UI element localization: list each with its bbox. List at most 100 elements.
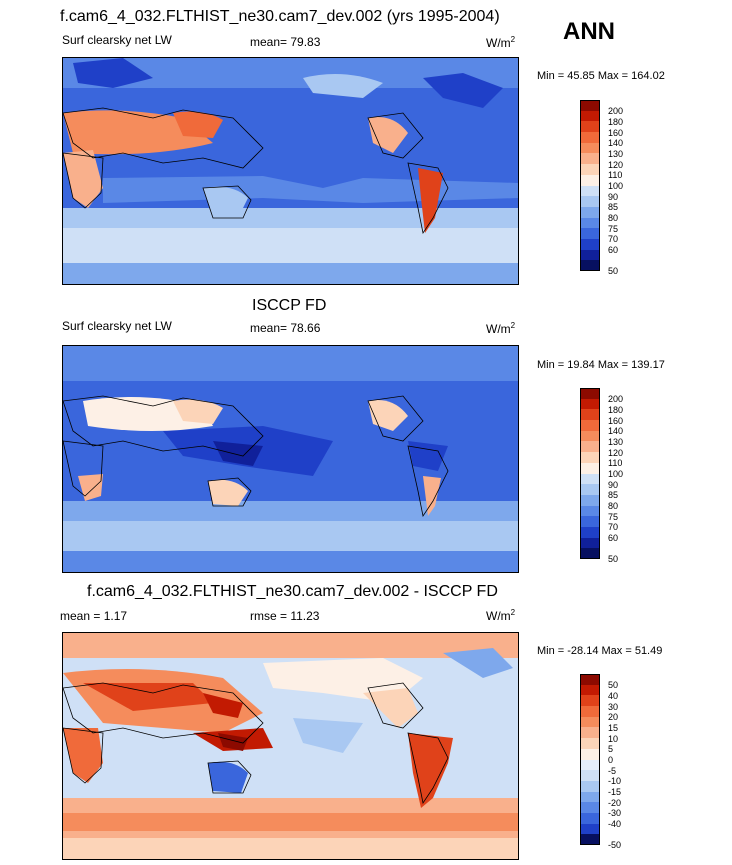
panel3-map	[62, 632, 519, 860]
colorbar-tick: 20	[608, 712, 619, 722]
colorbar-swatch	[580, 748, 600, 760]
colorbar-swatch	[580, 142, 600, 154]
colorbar-swatch	[580, 494, 600, 506]
colorbar-tick: 60	[608, 245, 619, 255]
colorbar-tick: 80	[608, 501, 619, 511]
colorbar-swatch	[580, 834, 600, 845]
panel2-minmax: Min = 19.84 Max = 139.17	[537, 359, 665, 371]
colorbar-tick: 180	[608, 117, 624, 127]
colorbar-tick: 130	[608, 437, 624, 447]
colorbar-swatch	[580, 100, 600, 111]
colorbar-swatch	[580, 791, 600, 803]
colorbar-swatch	[580, 228, 600, 239]
colorbar-tick: 110	[608, 458, 623, 468]
colorbar-swatch	[580, 505, 600, 517]
colorbar-tick: 100	[608, 181, 624, 191]
colorbar-tick: 5	[608, 744, 614, 754]
colorbar-swatch	[580, 802, 600, 813]
colorbar-swatch	[580, 430, 600, 442]
panel2-mean: mean= 78.66	[250, 321, 321, 335]
colorbar-swatch	[580, 441, 600, 453]
colorbar-tick: 180	[608, 405, 624, 415]
colorbar-tick: 15	[608, 723, 619, 733]
colorbar-tick: 90	[608, 480, 619, 490]
colorbar-swatch	[580, 409, 600, 421]
panel1-mean: mean= 79.83	[250, 35, 321, 49]
panel2-title: ISCCP FD	[252, 297, 327, 314]
colorbar-swatch	[580, 110, 600, 122]
colorbar-tick: 120	[608, 448, 624, 458]
colorbar-tick: -40	[608, 819, 622, 829]
colorbar-tick: 50	[608, 554, 619, 564]
panel3-title: f.cam6_4_032.FLTHIST_ne30.cam7_dev.002 -…	[87, 583, 498, 600]
colorbar-tick: 85	[608, 202, 619, 212]
colorbar-tick: -20	[608, 798, 622, 808]
colorbar-swatch	[580, 452, 600, 463]
colorbar-swatch	[580, 684, 600, 696]
colorbar-tick: 10	[608, 734, 619, 744]
panel2-map	[62, 345, 519, 573]
colorbar-swatch	[580, 716, 600, 728]
colorbar-tick: -5	[608, 766, 617, 776]
panel1-minmax: Min = 45.85 Max = 164.02	[537, 70, 665, 82]
panel3-rmse: rmse = 11.23	[250, 609, 320, 623]
colorbar-tick: 110	[608, 170, 623, 180]
panel1-title: f.cam6_4_032.FLTHIST_ne30.cam7_dev.002 (…	[60, 8, 500, 25]
colorbar-swatch	[580, 196, 600, 207]
panel3-colorbar	[580, 674, 600, 845]
colorbar-tick: 50	[608, 266, 619, 276]
colorbar-swatch	[580, 388, 600, 399]
colorbar-swatch	[580, 420, 600, 431]
colorbar-swatch	[580, 812, 600, 824]
panel3-minmax: Min = -28.14 Max = 51.49	[537, 645, 663, 657]
colorbar-swatch	[580, 153, 600, 165]
colorbar-tick: -50	[608, 840, 622, 850]
colorbar-tick: 130	[608, 149, 624, 159]
colorbar-tick: 0	[608, 755, 614, 765]
colorbar-tick: 60	[608, 533, 619, 543]
colorbar-swatch	[580, 548, 600, 559]
panel1-variable: Surf clearsky net LW	[62, 33, 172, 47]
colorbar-swatch	[580, 770, 600, 781]
colorbar-tick: 160	[608, 416, 624, 426]
colorbar-tick: 200	[608, 106, 624, 116]
panel3-units: W/m2	[486, 608, 516, 623]
colorbar-tick: -30	[608, 808, 622, 818]
panel2-colorbar	[580, 388, 600, 559]
colorbar-swatch	[580, 738, 600, 749]
colorbar-tick: 85	[608, 490, 619, 500]
colorbar-swatch	[580, 462, 600, 474]
colorbar-tick: 90	[608, 192, 619, 202]
colorbar-tick: 70	[608, 234, 619, 244]
season-label: ANN	[563, 18, 615, 45]
colorbar-tick: 70	[608, 522, 619, 532]
colorbar-tick: 140	[608, 426, 624, 436]
colorbar-swatch	[580, 398, 600, 410]
panel1-map	[62, 57, 519, 285]
panel1-colorbar	[580, 100, 600, 271]
colorbar-swatch	[580, 238, 600, 250]
colorbar-swatch	[580, 727, 600, 739]
colorbar-tick: 50	[608, 680, 619, 690]
colorbar-swatch	[580, 780, 600, 792]
panel2-variable: Surf clearsky net LW	[62, 319, 172, 333]
colorbar-swatch	[580, 706, 600, 717]
colorbar-tick: -15	[608, 787, 622, 797]
colorbar-swatch	[580, 695, 600, 707]
colorbar-swatch	[580, 674, 600, 685]
colorbar-tick: 75	[608, 512, 619, 522]
colorbar-swatch	[580, 823, 600, 835]
colorbar-swatch	[580, 759, 600, 771]
colorbar-tick: 40	[608, 691, 619, 701]
colorbar-swatch	[580, 249, 600, 261]
colorbar-swatch	[580, 537, 600, 549]
colorbar-swatch	[580, 121, 600, 133]
colorbar-swatch	[580, 132, 600, 143]
colorbar-tick: 160	[608, 128, 624, 138]
colorbar-swatch	[580, 473, 600, 485]
colorbar-tick: 140	[608, 138, 624, 148]
colorbar-tick: 100	[608, 469, 624, 479]
colorbar-swatch	[580, 516, 600, 527]
colorbar-swatch	[580, 217, 600, 229]
colorbar-tick: 120	[608, 160, 624, 170]
